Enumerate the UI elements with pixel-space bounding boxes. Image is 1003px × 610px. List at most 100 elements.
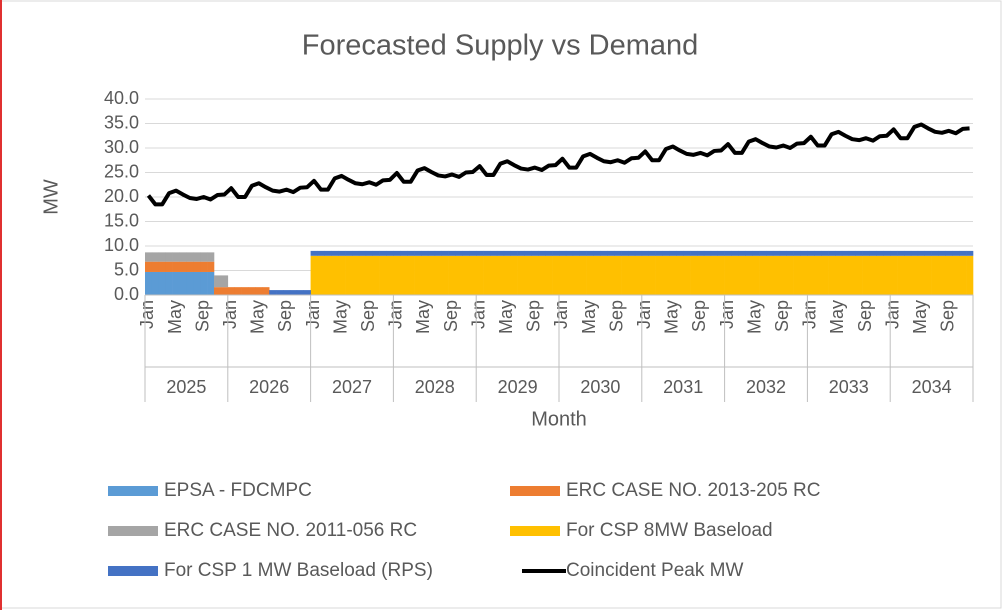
bar-segment: [952, 250, 960, 256]
bar-segment: [724, 255, 732, 295]
bar-segment: [496, 255, 505, 295]
bar-segment: [427, 255, 436, 295]
line-series: [146, 122, 970, 207]
bar-segment: [248, 287, 256, 295]
bar-segment: [559, 250, 567, 256]
bar-segment: [145, 271, 153, 295]
x-tick-label: Jan: [303, 300, 323, 329]
bar-segment: [572, 255, 580, 295]
x-tick-label: Sep: [938, 300, 958, 332]
y-tick-label: 15.0: [104, 210, 139, 230]
bar-segment: [400, 250, 408, 256]
bar-segment: [186, 261, 194, 272]
x-tick-label: Jan: [551, 300, 571, 329]
bar-segment: [952, 255, 960, 295]
bar-segment: [628, 255, 636, 295]
bar-segment: [207, 271, 215, 295]
bar-segment: [324, 255, 332, 295]
bar-segment: [193, 271, 201, 295]
legend-label: For CSP 1 MW Baseload (RPS): [164, 560, 433, 581]
bar-segment: [690, 255, 698, 295]
bar-segment: [158, 271, 166, 295]
bar-segment: [151, 261, 160, 272]
bar-segment: [531, 250, 539, 256]
bar-segment: [345, 255, 353, 295]
bar-segment: [179, 252, 187, 262]
x-tick-label: Sep: [192, 300, 212, 332]
bar-segment: [731, 255, 739, 295]
bar-segment: [303, 290, 311, 295]
bar-segment: [448, 255, 456, 295]
bar-segment: [400, 255, 408, 295]
bar-segment: [793, 255, 801, 295]
x-group-label: 2026: [249, 377, 289, 397]
bar-segment: [779, 250, 787, 256]
bar-segment: [441, 255, 449, 295]
bar-segment: [503, 255, 511, 295]
legend-label: EPSA - FDCMPC: [164, 480, 312, 501]
x-tick-label: May: [248, 300, 268, 334]
bar-segment: [151, 252, 160, 262]
bar-segment: [510, 250, 518, 256]
bar-segment: [959, 255, 967, 295]
chart-title: Forecasted Supply vs Demand: [302, 30, 699, 62]
y-tick-label: 20.0: [104, 186, 139, 206]
bar-segment: [717, 255, 725, 295]
bar-segment: [234, 287, 242, 295]
bar-segment: [510, 255, 518, 295]
bar-segment: [600, 250, 608, 256]
bar-segment: [904, 255, 912, 295]
x-group-label: 2028: [415, 377, 455, 397]
bar-segment: [476, 250, 484, 256]
bar-segment: [262, 287, 270, 295]
x-tick-label: Jan: [137, 300, 157, 329]
bar-segment: [931, 250, 939, 256]
bar-segment: [648, 250, 656, 256]
bar-segment: [966, 250, 974, 256]
bar-segment: [227, 287, 235, 295]
x-tick-label: Jan: [468, 300, 488, 329]
bar-segment: [717, 250, 725, 256]
x-group-label: 2032: [746, 377, 786, 397]
legend-label: ERC CASE NO. 2011-056 RC: [164, 520, 417, 541]
y-tick-label: 10.0: [104, 235, 139, 255]
x-tick-label: Jan: [634, 300, 654, 329]
bar-segment: [448, 250, 456, 256]
bar-segment: [924, 255, 932, 295]
bar-segment: [917, 255, 925, 295]
bar-segment: [331, 250, 339, 256]
bar-segment: [703, 255, 712, 295]
bar-segment: [641, 250, 649, 256]
bar-segment: [897, 255, 905, 295]
bar-segment: [145, 261, 153, 272]
bar-segment: [407, 255, 415, 295]
bar-segment: [855, 250, 863, 256]
x-tick-label: Jan: [717, 300, 737, 329]
bar-segment: [462, 255, 470, 295]
bar-segment: [572, 250, 580, 256]
bar-segment: [648, 255, 656, 295]
x-tick-label: Sep: [772, 300, 792, 332]
bar-segment: [214, 275, 222, 288]
legend-label: For CSP 8MW Baseload: [566, 520, 773, 541]
bar-segment: [738, 250, 746, 256]
bar-segment: [545, 250, 553, 256]
bar-segment: [538, 255, 546, 295]
bar-segment: [455, 250, 463, 256]
bar-segment: [552, 250, 560, 256]
bar-segment: [614, 255, 622, 295]
bar-segment: [296, 290, 304, 295]
bar-segment: [269, 290, 277, 295]
legend-swatch: [108, 486, 158, 496]
bar-segment: [655, 255, 663, 295]
bar-segment: [710, 250, 718, 256]
bar-segment: [200, 252, 208, 262]
bar-segment: [421, 255, 429, 295]
bar-segment: [496, 250, 505, 256]
bar-segment: [945, 255, 953, 295]
bar-segment: [883, 255, 891, 295]
x-group-label: 2034: [912, 377, 952, 397]
x-group-label: 2025: [166, 377, 206, 397]
x-tick-label: Sep: [855, 300, 875, 332]
bar-segment: [634, 250, 643, 256]
